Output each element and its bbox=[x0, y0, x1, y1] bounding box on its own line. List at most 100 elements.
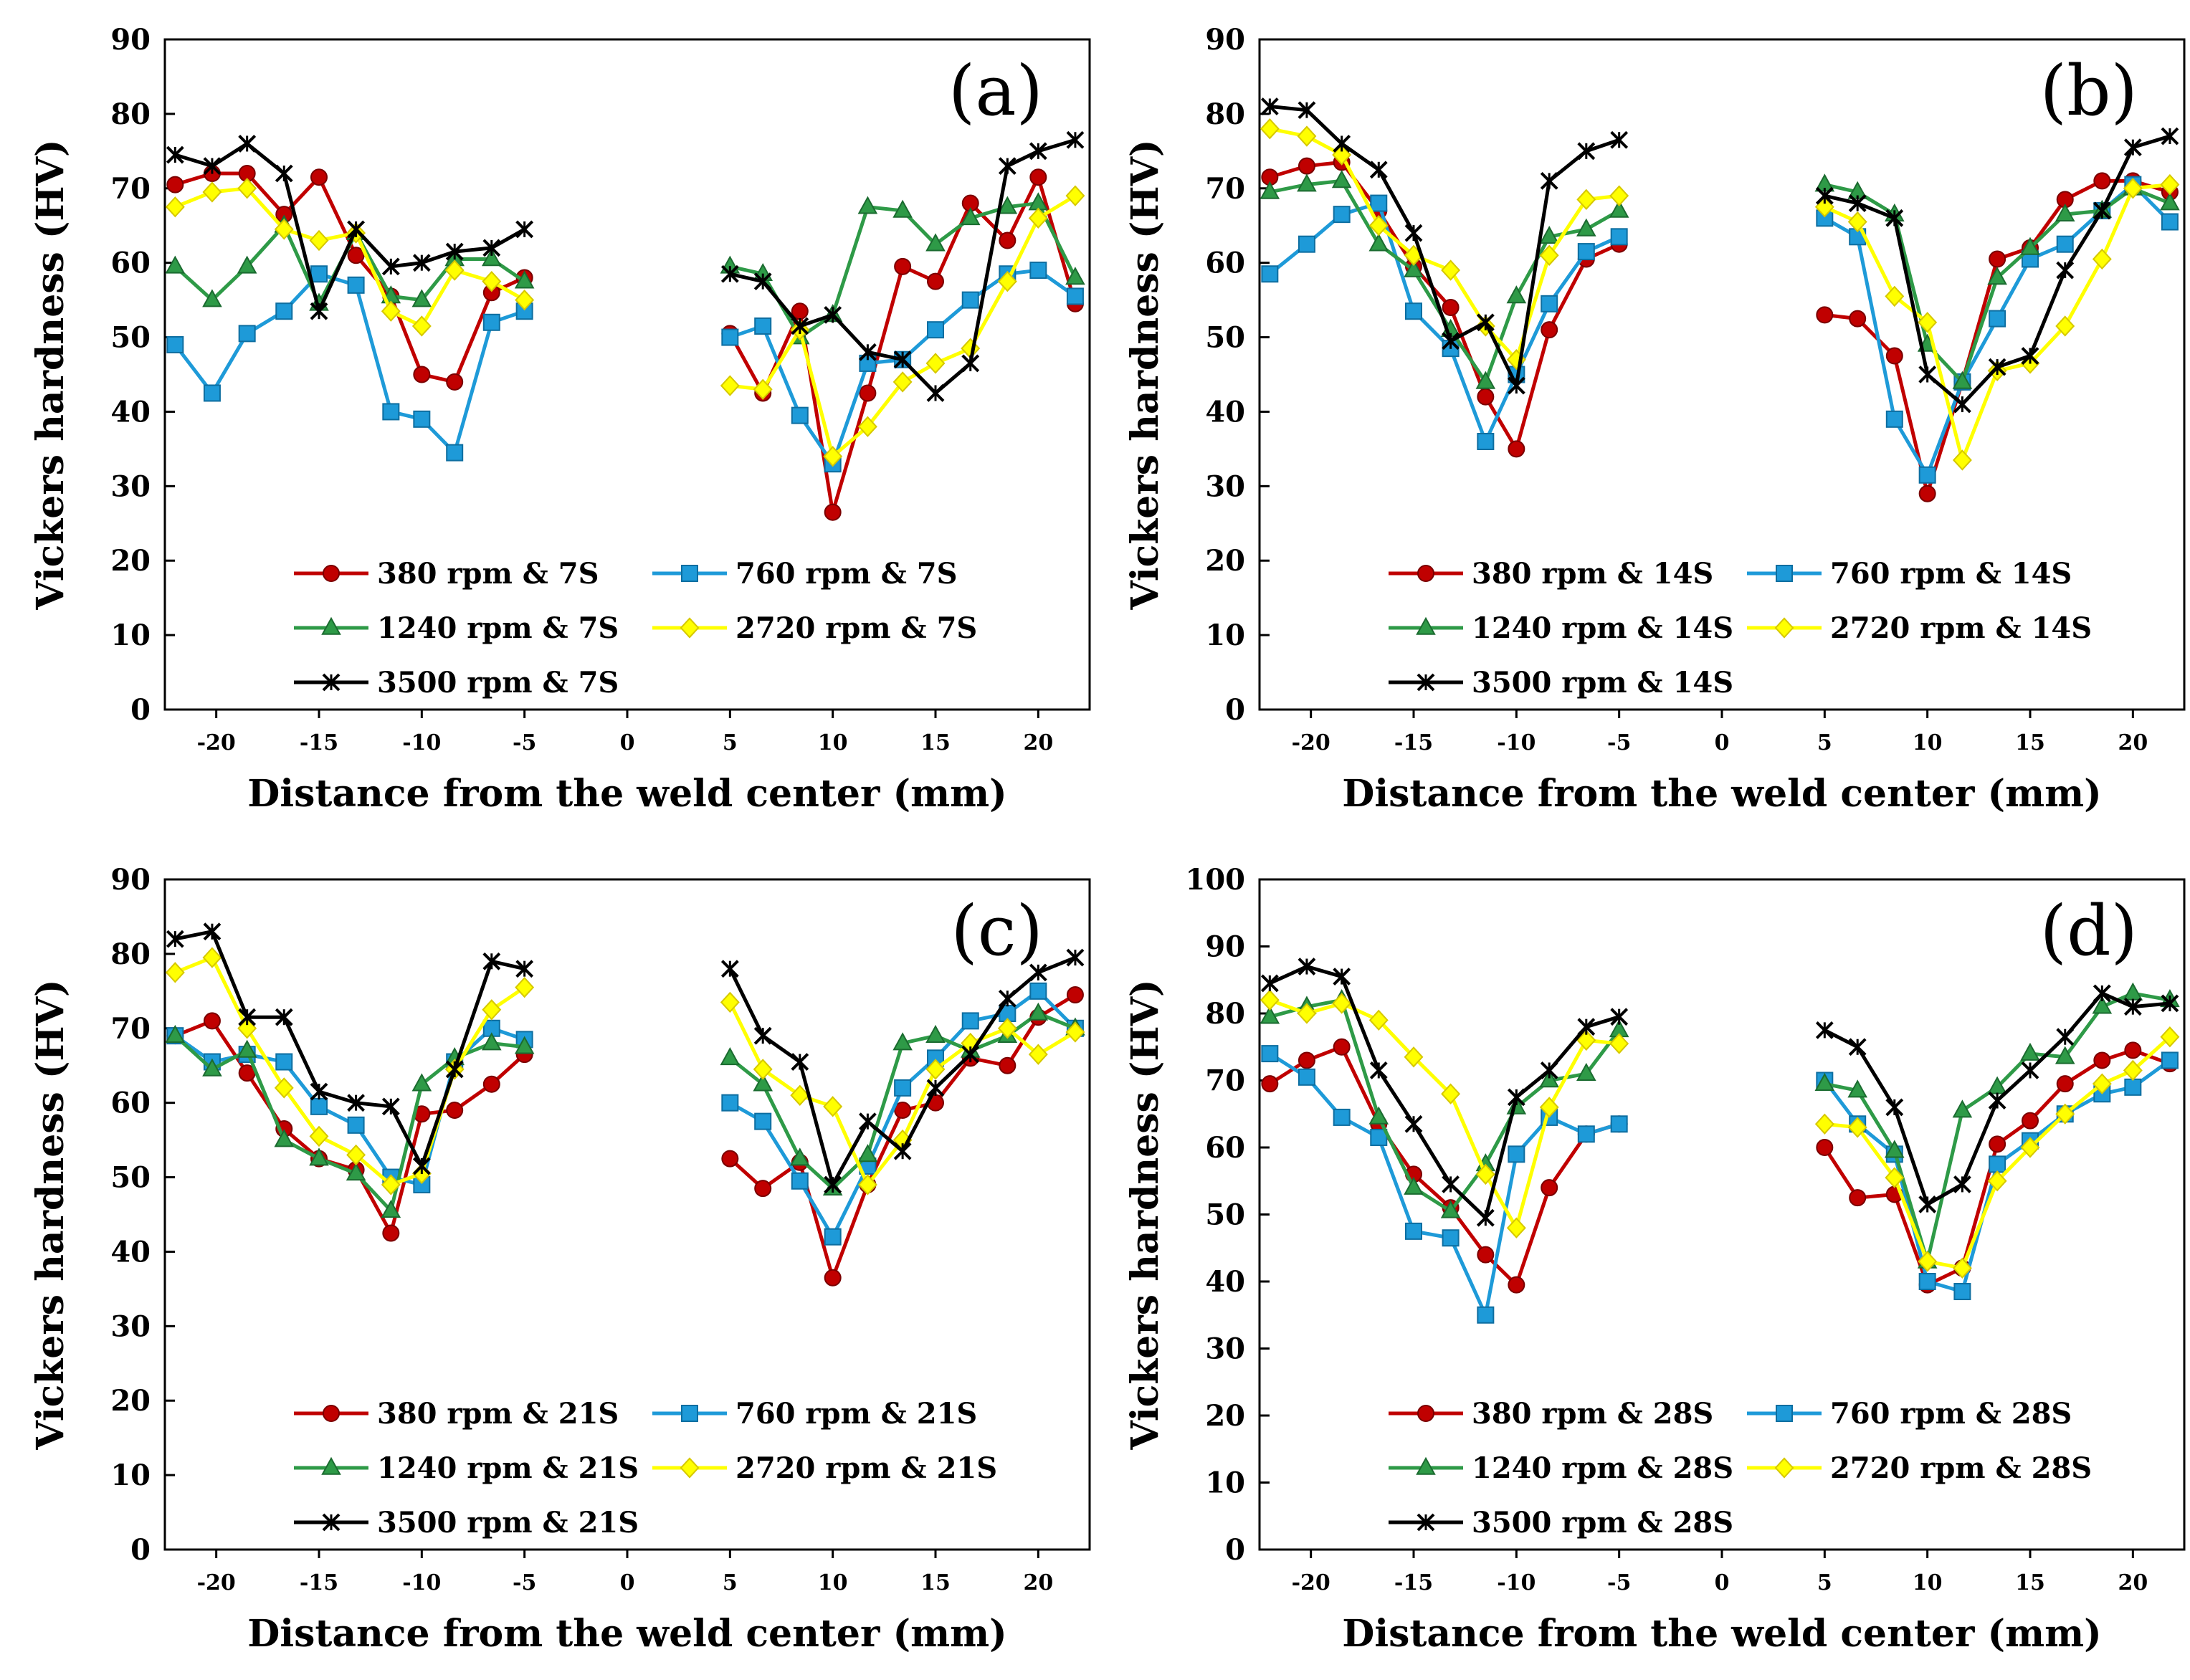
series-s3500 bbox=[1260, 97, 2179, 414]
data-point bbox=[2123, 1059, 2143, 1082]
data-point bbox=[446, 373, 464, 391]
data-point bbox=[1988, 1092, 2006, 1109]
data-point bbox=[999, 1056, 1017, 1074]
data-point bbox=[166, 930, 184, 948]
data-point bbox=[1989, 1135, 2006, 1153]
data-point bbox=[1541, 1179, 1558, 1197]
y-tick-label: 60 bbox=[1205, 1131, 1245, 1165]
data-point bbox=[1918, 366, 1937, 383]
data-point bbox=[482, 313, 500, 331]
data-point bbox=[1477, 388, 1495, 406]
legend-marker bbox=[1776, 565, 1793, 582]
data-point bbox=[858, 343, 877, 361]
plot-frame bbox=[1258, 38, 2186, 711]
data-point bbox=[165, 1024, 186, 1043]
data-point bbox=[514, 1036, 535, 1054]
data-point bbox=[237, 1039, 257, 1058]
legend-label: 380 rpm & 28S bbox=[1472, 1397, 1713, 1431]
data-point bbox=[1065, 267, 1085, 285]
data-point bbox=[961, 354, 980, 373]
data-point bbox=[720, 375, 740, 396]
series-s3500 bbox=[1260, 958, 2179, 1227]
data-point bbox=[238, 1008, 257, 1026]
data-point bbox=[791, 1172, 809, 1190]
x-tick-label: 15 bbox=[2015, 730, 2045, 755]
data-point bbox=[166, 145, 184, 164]
data-point bbox=[857, 1144, 878, 1163]
legend-marker bbox=[1417, 673, 1435, 692]
x-tick-label: -10 bbox=[402, 1570, 441, 1595]
legend-marker bbox=[1416, 616, 1436, 635]
y-tick-label: 90 bbox=[1205, 23, 1245, 57]
data-point bbox=[381, 257, 400, 276]
data-point bbox=[347, 276, 365, 294]
data-point bbox=[275, 302, 293, 320]
data-point bbox=[413, 410, 431, 428]
data-point bbox=[275, 1053, 293, 1071]
y-tick-label: 70 bbox=[1205, 172, 1245, 206]
data-point bbox=[515, 289, 535, 311]
data-point bbox=[1609, 185, 1629, 206]
data-point bbox=[203, 157, 222, 176]
data-point bbox=[1028, 1002, 1049, 1021]
data-point bbox=[1507, 376, 1525, 395]
data-point bbox=[411, 289, 432, 307]
y-tick-label: 90 bbox=[110, 863, 151, 897]
y-tick-label: 70 bbox=[110, 1012, 151, 1046]
series-line bbox=[730, 194, 1077, 459]
legend-item: 2720 rpm & 14S bbox=[1747, 611, 2092, 645]
data-point bbox=[1442, 299, 1460, 316]
data-point bbox=[1815, 186, 1834, 205]
x-tick-label: -10 bbox=[1497, 1570, 1536, 1595]
data-point bbox=[1441, 1083, 1461, 1104]
y-tick-label: 80 bbox=[110, 937, 151, 971]
data-point bbox=[1404, 1115, 1423, 1133]
x-tick-label: 10 bbox=[818, 1570, 848, 1595]
panel-label: (a) bbox=[948, 51, 1043, 131]
data-point bbox=[237, 1018, 257, 1039]
data-point bbox=[1066, 948, 1085, 967]
data-point bbox=[166, 335, 184, 353]
y-tick-label: 80 bbox=[110, 97, 151, 131]
data-point bbox=[1370, 194, 1388, 212]
x-tick-label: 15 bbox=[2015, 1570, 2045, 1595]
legend-marker bbox=[323, 1405, 340, 1422]
legend-marker bbox=[323, 565, 340, 582]
data-point bbox=[482, 999, 502, 1021]
data-point bbox=[892, 371, 913, 393]
data-point bbox=[1577, 1018, 1596, 1036]
data-point bbox=[927, 272, 944, 290]
y-tick-label: 10 bbox=[1205, 1466, 1245, 1500]
data-point bbox=[446, 444, 464, 462]
data-point bbox=[1814, 196, 1834, 218]
data-point bbox=[925, 1024, 946, 1043]
data-point bbox=[1816, 1139, 1834, 1156]
data-point bbox=[1848, 1038, 1867, 1056]
data-point bbox=[1260, 974, 1279, 993]
chart-panel-b: 0 10 20 30 40 50 60 70 80 90 -20 -15 -10 -5 0 5 10 15 20 Di… bbox=[1095, 0, 2189, 840]
y-tick-label: 10 bbox=[110, 619, 151, 652]
y-tick-label: 30 bbox=[110, 1309, 151, 1343]
data-point bbox=[1885, 347, 1903, 365]
legend-marker bbox=[322, 1513, 341, 1532]
data-point bbox=[202, 1058, 222, 1077]
data-point bbox=[1260, 1006, 1280, 1024]
data-point bbox=[1404, 1046, 1424, 1068]
data-point bbox=[1331, 170, 1352, 188]
data-point bbox=[892, 1032, 913, 1051]
data-point bbox=[2123, 982, 2143, 1001]
data-point bbox=[2021, 347, 2039, 365]
y-tick-label: 30 bbox=[1205, 469, 1245, 503]
data-point bbox=[1609, 199, 1629, 218]
data-point bbox=[1332, 993, 1352, 1014]
data-point bbox=[310, 265, 328, 283]
y-tick-label: 60 bbox=[110, 1087, 151, 1120]
data-point bbox=[1918, 466, 1936, 484]
data-point bbox=[1576, 1062, 1596, 1081]
data-point bbox=[1576, 1029, 1596, 1051]
data-point bbox=[1885, 285, 1905, 307]
data-point bbox=[1029, 963, 1047, 982]
x-tick-label: 5 bbox=[1817, 730, 1832, 755]
legend-marker bbox=[1417, 1405, 1434, 1422]
data-point bbox=[1847, 211, 1867, 233]
